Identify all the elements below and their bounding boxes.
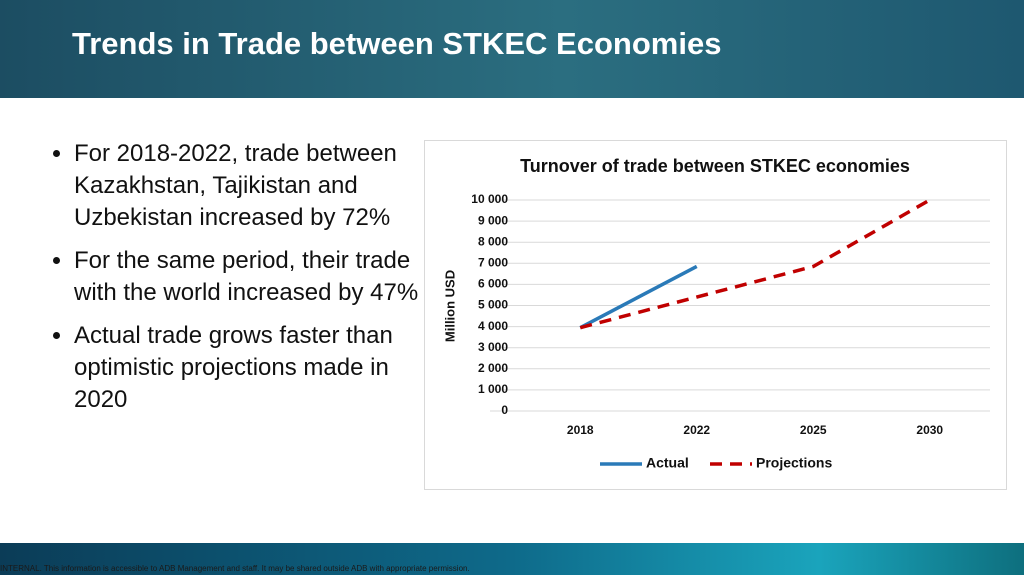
line-series [579, 198, 931, 330]
y-tick-label: 2 000 [478, 361, 508, 375]
chart-frame [424, 140, 1007, 490]
y-tick-label: 3 000 [478, 340, 508, 354]
y-tick-label: 6 000 [478, 277, 508, 291]
y-tick-label: 7 000 [478, 255, 508, 269]
line-series [579, 264, 698, 330]
x-tick-label: 2022 [683, 423, 710, 437]
chart: Turnover of trade between STKEC economie… [424, 140, 1007, 490]
chart-title: Turnover of trade between STKEC economie… [520, 156, 910, 176]
bullet: For 2018-2022, trade between Kazakhstan,… [74, 138, 419, 234]
y-tick-label: 10 000 [471, 192, 508, 206]
bullet: Actual trade grows faster than optimisti… [74, 320, 419, 416]
x-tick-label: 2030 [916, 423, 943, 437]
y-tick-label: 1 000 [478, 382, 508, 396]
footer-band [0, 543, 1024, 575]
bullet: For the same period, their trade with th… [74, 245, 419, 309]
header-band: Trends in Trade between STKEC Economies [0, 0, 1024, 98]
bullet-list: For 2018-2022, trade between Kazakhstan,… [50, 138, 419, 427]
slide-title: Trends in Trade between STKEC Economies [72, 26, 722, 61]
footer-note: INTERNAL. This information is accessible… [0, 564, 470, 573]
y-tick-label: 9 000 [478, 213, 508, 227]
y-tick-label: 5 000 [478, 298, 508, 312]
x-tick-label: 2018 [567, 423, 594, 437]
y-tick-label: 4 000 [478, 319, 508, 333]
legend-label: Projections [756, 455, 832, 471]
y-axis-label: Million USD [442, 270, 457, 342]
y-tick-label: 8 000 [478, 234, 508, 248]
legend-label: Actual [646, 455, 689, 471]
x-tick-label: 2025 [800, 423, 827, 437]
y-tick-label: 0 [501, 403, 508, 417]
